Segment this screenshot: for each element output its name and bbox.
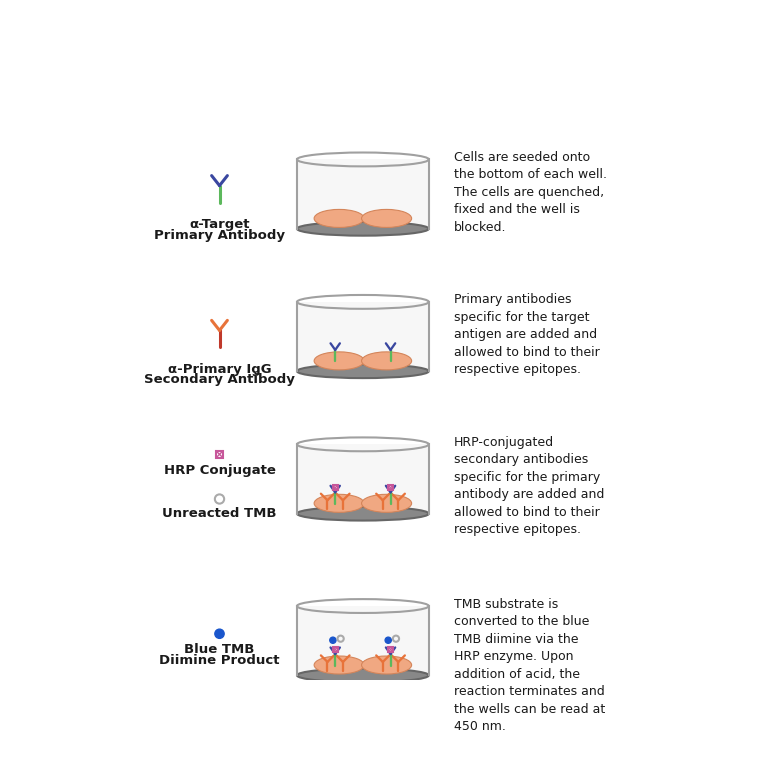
- Circle shape: [330, 637, 336, 643]
- Ellipse shape: [297, 222, 429, 235]
- Ellipse shape: [314, 494, 364, 513]
- Text: HRP Conjugate: HRP Conjugate: [163, 464, 276, 477]
- Text: Cells are seeded onto
the bottom of each well.
The cells are quenched,
fixed and: Cells are seeded onto the bottom of each…: [454, 151, 607, 234]
- Bar: [297, 445, 429, 513]
- Ellipse shape: [297, 364, 429, 378]
- Ellipse shape: [314, 209, 364, 228]
- Text: TMB substrate is
converted to the blue
TMB diimine via the
HRP enzyme. Upon
addi: TMB substrate is converted to the blue T…: [454, 597, 605, 733]
- Text: Secondary Antibody: Secondary Antibody: [144, 374, 295, 387]
- Text: Unreacted TMB: Unreacted TMB: [162, 507, 277, 520]
- Bar: [297, 606, 429, 675]
- Circle shape: [215, 629, 224, 639]
- Text: Primary antibodies
specific for the target
antigen are added and
allowed to bind: Primary antibodies specific for the targ…: [454, 293, 599, 377]
- Text: Blue TMB: Blue TMB: [184, 643, 254, 656]
- Ellipse shape: [361, 656, 412, 674]
- Bar: [388, 485, 393, 490]
- Text: α-Primary IgG: α-Primary IgG: [167, 363, 271, 376]
- Ellipse shape: [361, 494, 412, 513]
- Bar: [333, 647, 338, 652]
- Text: Primary Antibody: Primary Antibody: [154, 228, 285, 241]
- Bar: [333, 485, 338, 490]
- Ellipse shape: [361, 352, 412, 370]
- Bar: [297, 302, 429, 371]
- Ellipse shape: [297, 507, 429, 520]
- Text: α-Target: α-Target: [189, 218, 250, 231]
- Circle shape: [385, 637, 391, 643]
- Ellipse shape: [314, 352, 364, 370]
- Ellipse shape: [297, 668, 429, 682]
- Text: HRP-conjugated
secondary antibodies
specific for the primary
antibody are added : HRP-conjugated secondary antibodies spec…: [454, 436, 604, 536]
- Bar: [216, 451, 223, 458]
- Bar: [388, 647, 393, 652]
- Ellipse shape: [314, 656, 364, 674]
- Ellipse shape: [361, 209, 412, 228]
- Text: Diimine Product: Diimine Product: [159, 654, 280, 667]
- Bar: [297, 160, 429, 228]
